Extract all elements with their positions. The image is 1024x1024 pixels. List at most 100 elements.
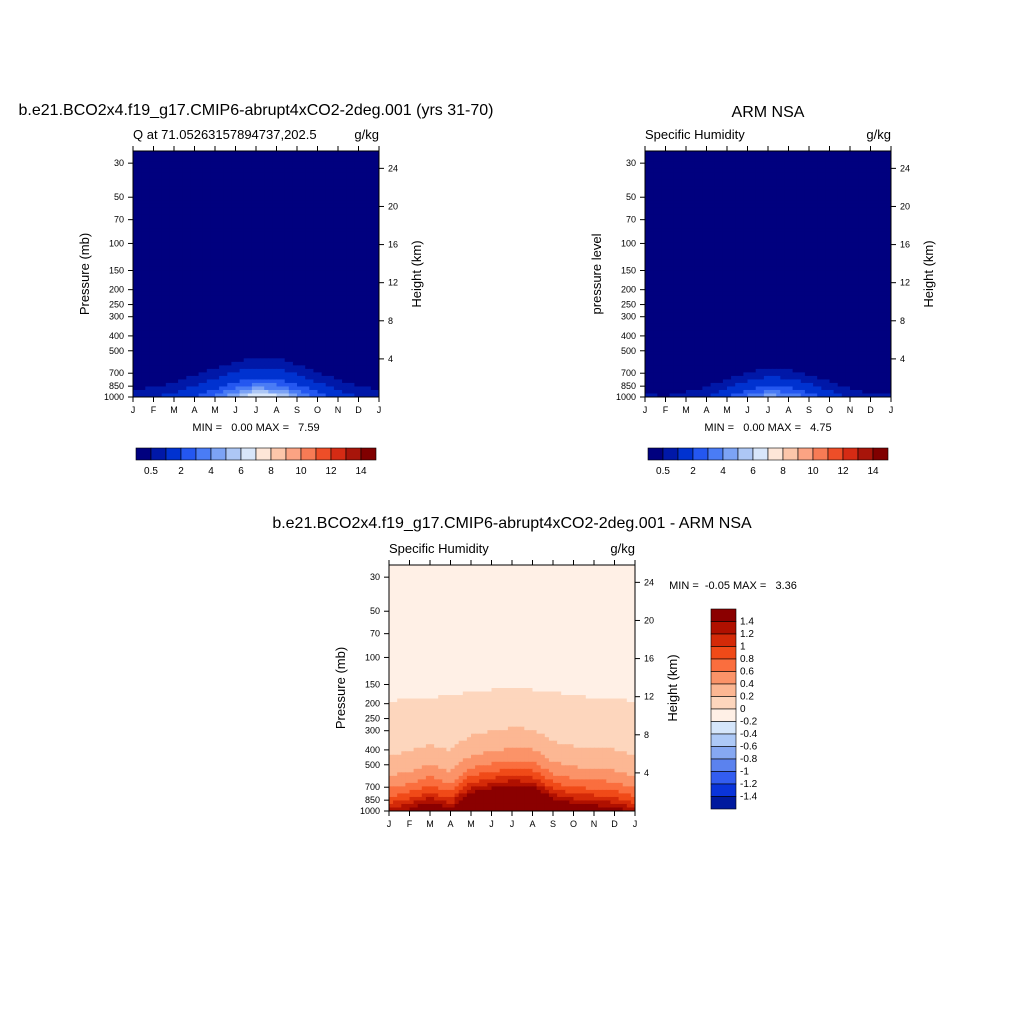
contour-cell (309, 295, 314, 300)
contour-cell (817, 175, 822, 180)
contour-cell (264, 221, 269, 226)
contour-cell (321, 179, 327, 184)
contour-cell (845, 168, 851, 173)
contour-cell (231, 333, 237, 338)
contour-cell (219, 326, 224, 331)
contour-cell (301, 214, 306, 219)
contour-cell (206, 214, 212, 219)
contour-cell (292, 179, 298, 184)
contour-cell (706, 186, 712, 191)
contour-cell (338, 393, 343, 397)
contour-cell (321, 312, 327, 317)
contour-cell (374, 154, 379, 159)
contour-cell (165, 263, 171, 268)
height-tick-label: 8 (388, 316, 393, 326)
contour-cell (202, 231, 208, 236)
contour-cell (288, 151, 294, 156)
contour-cell (153, 274, 159, 279)
contour-cell (210, 365, 216, 370)
contour-cell (145, 224, 150, 229)
contour-cell (231, 158, 237, 163)
contour-cell (280, 386, 286, 391)
contour-cell (747, 161, 753, 166)
contour-cell (354, 186, 360, 191)
contour-cell (862, 182, 867, 187)
contour-cell (157, 361, 163, 366)
contour-cell (178, 386, 183, 391)
contour-cell (276, 316, 282, 321)
contour-cell (358, 305, 364, 310)
contour-cell (165, 298, 171, 303)
contour-cell (329, 235, 335, 240)
contour-cell (215, 302, 220, 307)
contour-cell (362, 288, 368, 293)
contour-cell (141, 333, 146, 338)
contour-cell (686, 168, 691, 173)
contour-cell (346, 389, 351, 395)
contour-cell (194, 284, 200, 289)
contour-cell (288, 168, 294, 173)
contour-cell (223, 319, 228, 324)
contour-cell (354, 344, 360, 349)
contour-cell (841, 179, 847, 184)
contour-cell (231, 330, 237, 335)
x-tick-label: D (355, 405, 362, 415)
contour-cell (284, 238, 290, 243)
contour-cell (141, 281, 146, 286)
contour-cell (251, 263, 257, 268)
contour-cell (321, 172, 327, 177)
contour-cell (198, 158, 204, 163)
contour-cell (309, 203, 314, 208)
contour-cell (198, 263, 204, 268)
contour-cell (272, 242, 278, 247)
contour-cell (292, 298, 298, 303)
contour-cell (174, 165, 179, 170)
contour-cell (141, 316, 146, 321)
contour-cell (161, 217, 167, 222)
contour-cell (882, 151, 888, 156)
contour-cell (190, 365, 196, 370)
contour-cell (198, 351, 204, 356)
contour-cell (370, 372, 376, 377)
contour-cell (309, 238, 314, 243)
contour-cell (268, 288, 273, 293)
contour-cell (219, 365, 224, 370)
contour-cell (215, 165, 220, 170)
contour-cell (251, 277, 257, 282)
contour-cell (276, 193, 282, 198)
contour-cell (264, 361, 269, 366)
contour-cell (210, 245, 216, 250)
contour-cell (231, 277, 237, 282)
contour-cell (260, 361, 265, 366)
contour-cell (194, 354, 200, 359)
contour-cell (317, 245, 323, 250)
contour-cell (366, 228, 372, 233)
contour-cell (718, 154, 724, 159)
contour-cell (710, 186, 716, 191)
contour-cell (325, 305, 331, 310)
contour-cell (169, 168, 175, 173)
contour-cell (276, 151, 282, 156)
contour-cell (338, 210, 343, 215)
contour-cell (141, 175, 146, 180)
contour-cell (268, 158, 273, 163)
contour-cell (161, 175, 167, 180)
contour-cell (145, 151, 150, 156)
contour-cell (350, 281, 355, 286)
contour-cell (178, 365, 183, 370)
contour-cell (276, 281, 282, 286)
contour-cell (133, 298, 138, 303)
contour-cell (202, 312, 208, 317)
contour-cell (133, 259, 138, 265)
contour-cell (239, 291, 245, 296)
contour-cell (825, 151, 831, 156)
contour-cell (239, 235, 245, 240)
contour-cell (317, 263, 323, 268)
contour-cell (342, 200, 347, 205)
contour-cell (268, 221, 273, 226)
contour-cell (661, 158, 667, 163)
contour-cell (305, 252, 310, 258)
contour-cell (157, 337, 163, 342)
contour-cell (174, 224, 179, 229)
